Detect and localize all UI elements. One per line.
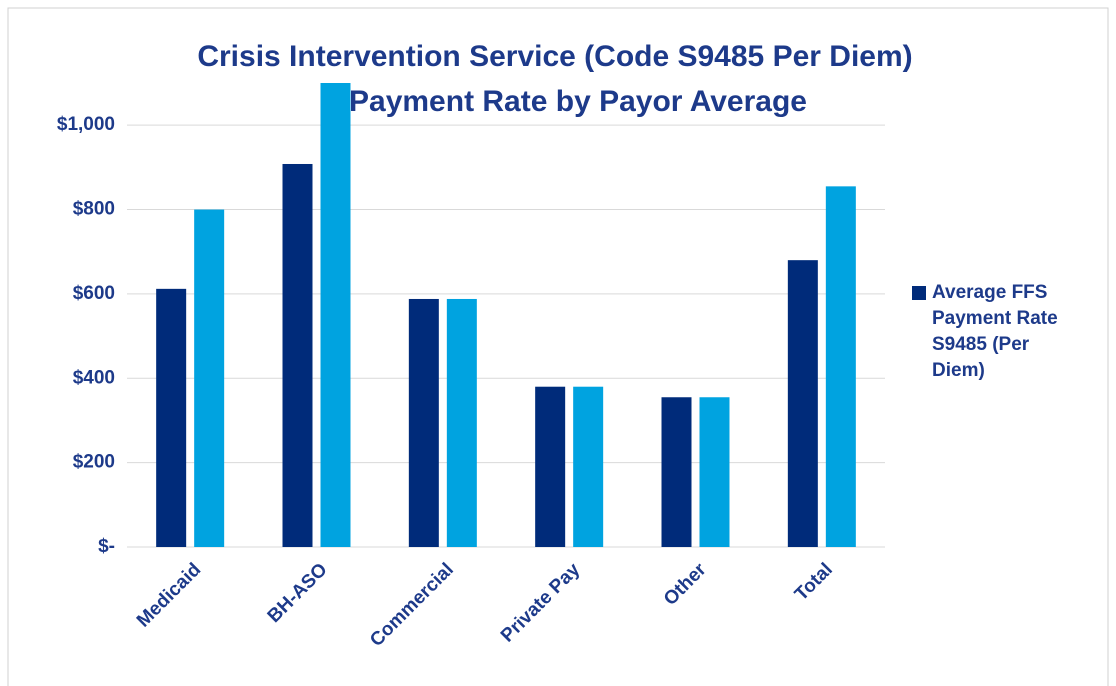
x-tick-label: Medicaid: [133, 559, 205, 631]
y-tick-label: $-: [98, 536, 115, 557]
bar: [408, 298, 439, 547]
legend: Average FFS Payment Rate S9485 (Per Diem…: [912, 280, 1062, 384]
x-tick-label: BH-ASO: [264, 559, 332, 627]
x-tick-label: Commercial: [366, 559, 458, 651]
x-tick-label: Private Pay: [497, 559, 585, 647]
bar: [446, 298, 477, 547]
bar: [661, 397, 692, 547]
bar: [320, 83, 351, 547]
y-tick-label: $600: [73, 283, 115, 304]
y-tick-label: $400: [73, 367, 115, 388]
legend-swatch: [912, 286, 926, 300]
bar: [156, 288, 187, 547]
chart-border: [7, 7, 1109, 686]
y-tick-label: $800: [73, 199, 115, 220]
x-tick-label: Other: [660, 559, 711, 610]
bar: [194, 209, 225, 547]
y-tick-label: $1,000: [57, 114, 115, 135]
bar: [699, 397, 730, 547]
bar: [573, 386, 604, 547]
bar: [535, 386, 566, 547]
chart-title: Crisis Intervention Service (Code S9485 …: [197, 40, 912, 73]
bar: [787, 260, 818, 547]
y-tick-label: $200: [73, 452, 115, 473]
x-tick-label: Total: [791, 559, 837, 605]
bar: [825, 186, 856, 547]
bar: [282, 163, 313, 548]
chart-title: Payment Rate by Payor Average: [349, 85, 807, 118]
legend-label: Average FFS Payment Rate S9485 (Per Diem…: [932, 282, 1058, 381]
